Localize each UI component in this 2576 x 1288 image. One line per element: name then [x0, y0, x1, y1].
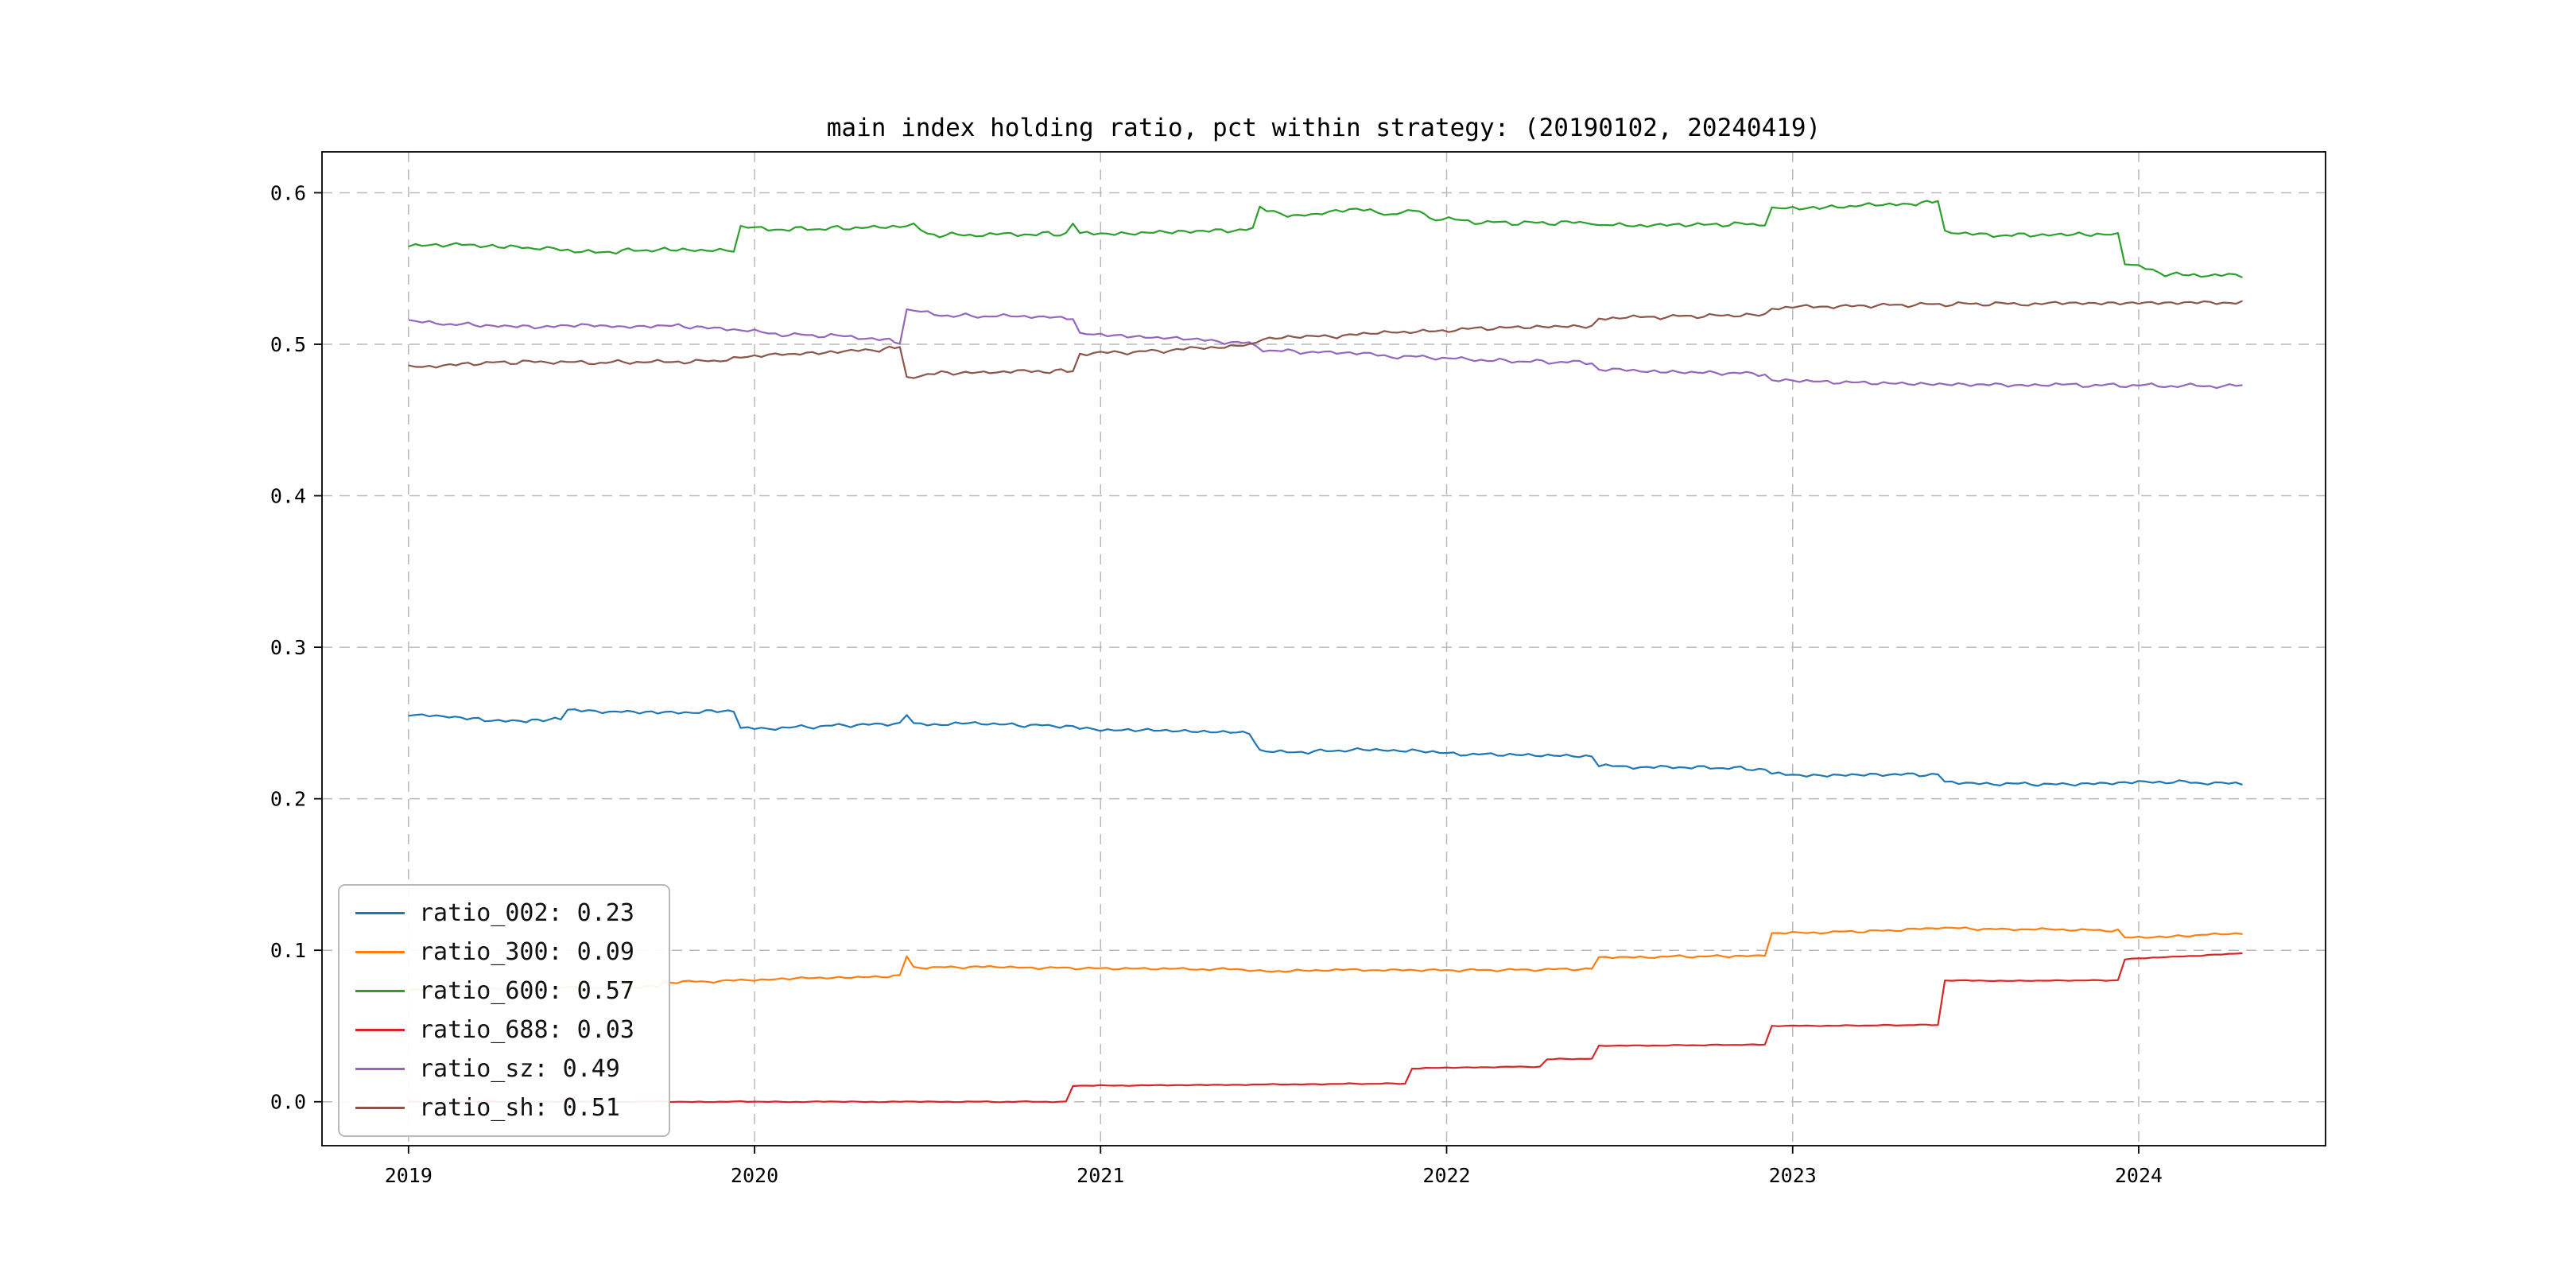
legend-line-swatch: [355, 912, 405, 914]
svg-text:2020: 2020: [731, 1164, 778, 1187]
svg-text:0.5: 0.5: [270, 333, 306, 356]
svg-text:2019: 2019: [385, 1164, 433, 1187]
legend-label: ratio_300: 0.09: [419, 938, 634, 966]
legend-label: ratio_sz: 0.49: [419, 1055, 620, 1083]
svg-text:0.2: 0.2: [270, 788, 306, 811]
svg-text:2023: 2023: [1769, 1164, 1817, 1187]
svg-text:0.0: 0.0: [270, 1091, 306, 1114]
legend-item-ratio-002: ratio_002: 0.23: [355, 899, 653, 927]
legend-line-swatch: [355, 1107, 405, 1109]
svg-text:2021: 2021: [1077, 1164, 1124, 1187]
svg-text:0.3: 0.3: [270, 636, 306, 659]
legend-label: ratio_sh: 0.51: [419, 1094, 620, 1122]
legend-label: ratio_600: 0.57: [419, 977, 634, 1005]
svg-text:0.6: 0.6: [270, 181, 306, 204]
svg-text:0.1: 0.1: [270, 939, 306, 962]
svg-text:0.4: 0.4: [270, 485, 306, 508]
legend-label: ratio_688: 0.03: [419, 1016, 634, 1044]
legend-item-ratio-600: ratio_600: 0.57: [355, 977, 653, 1005]
legend: ratio_002: 0.23 ratio_300: 0.09 ratio_60…: [338, 884, 670, 1137]
chart-title: main index holding ratio, pct within str…: [826, 114, 1821, 142]
legend-item-ratio-sh: ratio_sh: 0.51: [355, 1094, 653, 1122]
legend-line-swatch: [355, 1068, 405, 1070]
legend-item-ratio-300: ratio_300: 0.09: [355, 938, 653, 966]
legend-line-swatch: [355, 990, 405, 992]
svg-text:2022: 2022: [1422, 1164, 1470, 1187]
legend-item-ratio-688: ratio_688: 0.03: [355, 1016, 653, 1044]
legend-line-swatch: [355, 951, 405, 953]
legend-line-swatch: [355, 1029, 405, 1031]
legend-label: ratio_002: 0.23: [419, 899, 634, 927]
legend-item-ratio-sz: ratio_sz: 0.49: [355, 1055, 653, 1083]
svg-text:2024: 2024: [2115, 1164, 2163, 1187]
